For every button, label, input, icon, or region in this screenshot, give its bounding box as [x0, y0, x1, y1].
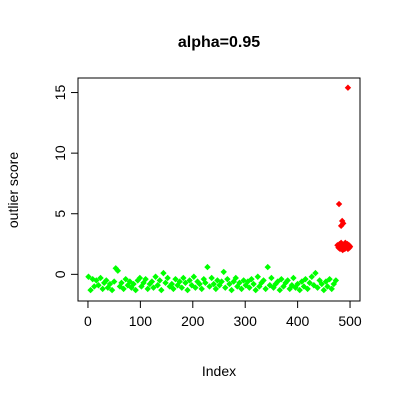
y-tick-label: 0 — [52, 270, 68, 278]
data-point — [99, 286, 105, 292]
data-point — [290, 275, 296, 281]
y-axis-label: outlier score — [5, 152, 21, 228]
data-point — [345, 84, 351, 90]
x-tick-label: 100 — [129, 313, 153, 329]
data-point — [184, 287, 190, 293]
x-axis: 0 100 200 300 400 500 — [84, 301, 362, 329]
x-axis-label: Index — [202, 363, 236, 379]
chart-title: alpha=0.95 — [178, 34, 260, 51]
data-point — [221, 269, 227, 275]
data-point — [204, 264, 210, 270]
y-tick-label: 10 — [52, 145, 68, 161]
data-point — [265, 264, 271, 270]
data-point — [228, 287, 234, 293]
data-point — [152, 274, 158, 280]
data-point — [336, 201, 342, 207]
data-points — [85, 84, 353, 293]
data-point — [222, 284, 228, 290]
x-tick-label: 300 — [234, 313, 258, 329]
data-point — [268, 275, 274, 281]
x-tick-label: 0 — [84, 313, 92, 329]
plot-frame — [78, 78, 360, 301]
x-tick-label: 400 — [286, 313, 310, 329]
data-point — [255, 274, 261, 280]
y-tick-label: 15 — [52, 85, 68, 101]
data-point — [160, 270, 166, 276]
data-point — [191, 274, 197, 280]
data-point — [158, 287, 164, 293]
x-tick-label: 200 — [181, 313, 205, 329]
x-tick-label: 500 — [338, 313, 362, 329]
data-point — [208, 275, 214, 281]
y-tick-label: 5 — [52, 210, 68, 218]
data-point — [262, 286, 268, 292]
y-axis: 0 5 10 15 — [52, 85, 78, 279]
